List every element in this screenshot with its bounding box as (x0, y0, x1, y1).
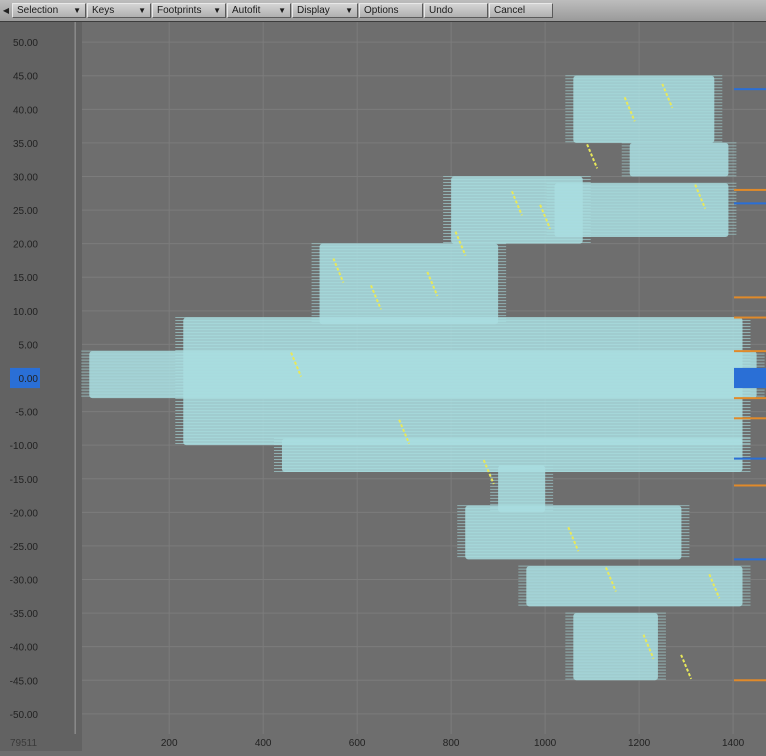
autofit-dropdown-label: Autofit (232, 5, 261, 16)
chevron-down-icon: ▼ (278, 6, 286, 15)
edge-marker (734, 202, 766, 205)
footprint-plot[interactable]: 50.00 45.00 40.00 35.00 30.00 25.00 20.00 15.00… (0, 22, 766, 751)
keyframe-path-point (567, 526, 580, 552)
edge-marker (734, 88, 766, 91)
keyframe-path-point (604, 567, 617, 592)
footprint-band (629, 142, 729, 177)
edge-marker (734, 296, 766, 299)
edge-marker (734, 457, 766, 460)
keyframe-path-point (454, 231, 467, 257)
edge-marker (734, 484, 766, 487)
edge-marker (734, 679, 766, 682)
right-edge-marker (734, 367, 766, 389)
edge-marker (734, 558, 766, 561)
keyframe-path-point (511, 190, 523, 216)
y-tick-label: -25.00 (10, 542, 39, 553)
x-tick-label: 1000 (534, 738, 557, 749)
keyframe-path-point (680, 654, 693, 680)
footprints-dropdown-label: Footprints (157, 5, 202, 16)
keyframe-path-point (398, 419, 411, 445)
keyframe-path-point (332, 258, 345, 283)
y-tick-label: 40.00 (13, 105, 38, 116)
left-edge-marker (10, 367, 40, 389)
undo-button[interactable]: Undo (424, 3, 488, 18)
frame-readout: 79511 (10, 738, 38, 749)
y-tick-label: 50.00 (13, 38, 38, 49)
selection-dropdown-label: Selection (17, 5, 59, 16)
x-tick-label: 800 (443, 738, 460, 749)
display-dropdown[interactable]: Display ▼ (292, 3, 358, 18)
keyframe-path-point (370, 285, 382, 310)
y-tick-label: 5.00 (19, 340, 39, 351)
y-tick-label: 30.00 (13, 172, 38, 183)
edge-marker (734, 350, 766, 353)
keys-dropdown[interactable]: Keys ▼ (87, 3, 151, 18)
y-tick-label: 45.00 (13, 72, 38, 83)
y-tick-label: -15.00 (10, 475, 39, 486)
keyframe-path-point (290, 352, 302, 377)
x-tick-label: 400 (255, 738, 272, 749)
y-tick-label: 0.00 (19, 374, 39, 385)
keyframe-path-point (623, 96, 636, 122)
x-tick-label: 200 (161, 738, 178, 749)
y-tick-label: -35.00 (10, 609, 39, 620)
keyframe-path-point (661, 83, 674, 109)
chevron-down-icon: ▼ (345, 6, 353, 15)
plot-area[interactable]: 50.00 45.00 40.00 35.00 30.00 25.00 20.00 15.00… (0, 22, 766, 751)
x-tick-label: 600 (349, 738, 366, 749)
x-tick-label: 1200 (628, 738, 651, 749)
y-tick-label: -30.00 (10, 576, 39, 587)
keyframe-path-point (694, 184, 707, 210)
y-tick-label: -10.00 (10, 441, 39, 452)
chevron-down-icon: ▼ (138, 6, 146, 15)
keyframe-path-point (539, 204, 552, 230)
selection-dropdown[interactable]: Selection ▼ (12, 3, 86, 18)
y-tick-label: -45.00 (10, 676, 39, 687)
footprints-dropdown[interactable]: Footprints ▼ (152, 3, 226, 18)
keyframe-path-point (426, 271, 439, 297)
options-button-label: Options (364, 5, 399, 16)
keyframe-path-point (482, 459, 495, 485)
footprint-band (451, 176, 583, 244)
footprint-band (573, 613, 658, 681)
autofit-dropdown[interactable]: Autofit ▼ (227, 3, 291, 18)
edge-marker (734, 316, 766, 319)
display-dropdown-label: Display (297, 5, 330, 16)
y-tick-label: -40.00 (10, 643, 39, 654)
toolbar: ◀ Selection ▼ Keys ▼ Footprints ▼ Autofi… (0, 0, 766, 22)
edge-marker (734, 417, 766, 420)
keyframe-path-point (586, 143, 599, 169)
chevron-down-icon: ▼ (213, 6, 221, 15)
y-tick-label: -50.00 (10, 710, 39, 721)
edge-marker (734, 188, 766, 191)
edge-marker (734, 397, 766, 400)
y-tick-label: 10.00 (13, 307, 38, 318)
y-tick-label: -20.00 (10, 508, 39, 519)
y-tick-label: 25.00 (13, 206, 38, 217)
footprint-band (573, 75, 715, 143)
y-tick-label: 20.00 (13, 240, 38, 251)
keyframe-path-point (708, 573, 721, 599)
toolbar-scroll-left-icon[interactable]: ◀ (2, 6, 10, 15)
keyframe-path-point (642, 634, 655, 660)
options-button[interactable]: Options (359, 3, 423, 18)
y-tick-label: 15.00 (13, 273, 38, 284)
y-tick-label: 35.00 (13, 139, 38, 150)
undo-button-label: Undo (429, 5, 453, 16)
chevron-down-icon: ▼ (73, 6, 81, 15)
keys-dropdown-label: Keys (92, 5, 115, 16)
cancel-button[interactable]: Cancel (489, 3, 553, 18)
x-tick-label: 1400 (722, 738, 745, 749)
footprint-band (281, 438, 743, 473)
cancel-button-label: Cancel (494, 5, 526, 16)
y-tick-label: -5.00 (15, 408, 38, 419)
